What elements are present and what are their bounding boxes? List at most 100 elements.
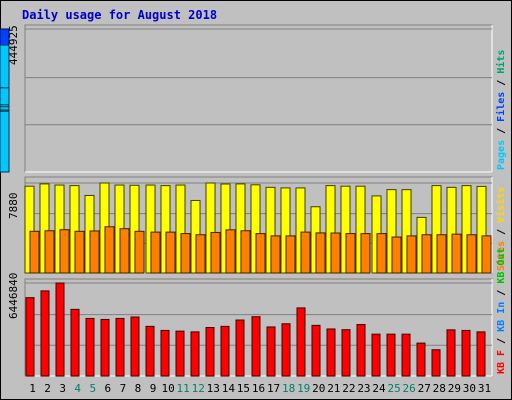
bar-kb-f-day-28 (431, 349, 441, 377)
x-tick-label: 10 (161, 382, 174, 395)
x-tick-label: 6 (105, 382, 112, 395)
bar-sites-day-4 (74, 230, 85, 274)
x-tick-label: 1 (29, 382, 36, 395)
legend-item: / (496, 74, 507, 92)
bar-kb-f-day-17 (266, 326, 276, 377)
bar-sites-day-15 (240, 230, 251, 274)
bar-sites-day-17 (270, 235, 281, 274)
ymax-label: 444925 (7, 25, 20, 65)
x-tick-label: 12 (192, 382, 205, 395)
bar-kb-f-day-20 (311, 324, 321, 377)
chart-panels: 444925 Pages / Files / Hits 7880 Sites / Vi… (0, 24, 507, 377)
bar-sites-day-19 (300, 231, 311, 274)
bar-kb-f-day-13 (205, 327, 215, 377)
bar-kb-f-day-19 (296, 307, 306, 377)
bar-kb-f-day-3 (55, 282, 65, 377)
bar-kb-f-day-5 (85, 317, 95, 377)
bar-sites-day-26 (406, 235, 417, 274)
bar-kb-f-day-6 (100, 318, 110, 377)
bar-sites-day-11 (180, 233, 191, 274)
legend-item: Files (495, 92, 507, 122)
bar-sites-day-29 (451, 233, 462, 274)
legend-item: Visits (495, 187, 507, 223)
bar-kb-f-day-22 (341, 329, 351, 377)
x-tick-label: 14 (222, 382, 236, 395)
x-tick-label: 24 (372, 382, 386, 395)
panel-kb: 6446840 KB F / KB In / KB Out (7, 248, 507, 377)
bar-kb-f-day-24 (371, 333, 381, 377)
x-tick-label: 18 (282, 382, 295, 395)
bar-sites-day-13 (210, 231, 221, 274)
legend-visits-sites: Sites / Visits (495, 187, 507, 271)
bar-kb-f-day-15 (235, 319, 245, 377)
bar-sites-day-18 (285, 235, 296, 274)
bar-kb-f-day-14 (220, 325, 230, 377)
bar-sites-day-22 (345, 233, 356, 274)
panel-visits-sites: 7880 Sites / Visits (7, 176, 507, 274)
x-tick-label: 16 (252, 382, 265, 395)
bar-kb-f-day-26 (401, 333, 411, 377)
legend-item: Sites (495, 241, 507, 271)
bar-kb-f-day-1 (25, 297, 35, 377)
bar-kb-f-day-9 (145, 325, 155, 377)
ymax-label: 6446840 (7, 273, 20, 319)
bar-sites-day-3 (59, 229, 70, 274)
legend-item: Pages (496, 140, 507, 170)
bar-sites-day-9 (150, 231, 161, 274)
panel-hits-files-pages: 444925 Pages / Files / Hits (0, 24, 507, 173)
legend-item: KB Out (496, 248, 507, 284)
x-tick-label: 29 (448, 382, 461, 395)
legend-item: / (496, 332, 507, 350)
bar-kb-f-day-18 (281, 323, 291, 377)
bar-sites-day-8 (134, 230, 145, 274)
bar-sites-day-2 (44, 230, 55, 274)
legend-item: / (496, 284, 507, 302)
bar-kb-f-day-4 (70, 308, 80, 377)
legend-item: / (496, 223, 507, 241)
bar-sites-day-12 (195, 234, 206, 274)
ymax-label: 7880 (7, 193, 20, 220)
x-tick-label: 7 (120, 382, 127, 395)
bar-sites-day-27 (421, 234, 432, 274)
x-tick-label: 27 (418, 382, 431, 395)
x-tick-label: 30 (463, 382, 476, 395)
bar-sites-day-14 (225, 229, 236, 274)
x-tick-label: 15 (237, 382, 250, 395)
bar-sites-day-16 (255, 233, 266, 274)
legend-item: KB In (496, 302, 507, 332)
bar-sites-day-20 (315, 232, 326, 274)
bar-sites-day-10 (165, 231, 176, 274)
x-tick-label: 13 (207, 382, 220, 395)
chart-title: Daily usage for August 2018 (22, 8, 217, 22)
x-tick-label: 11 (177, 382, 190, 395)
x-tick-label: 19 (297, 382, 310, 395)
x-tick-label: 31 (478, 382, 491, 395)
bar-kb-f-day-8 (130, 316, 140, 377)
x-tick-label: 26 (403, 382, 416, 395)
x-tick-label: 3 (59, 382, 66, 395)
bar-kb-f-day-21 (326, 328, 336, 377)
bar-kb-f-day-23 (356, 324, 366, 377)
bar-kb-f-day-31 (476, 331, 486, 377)
bar-kb-f-day-2 (40, 290, 50, 377)
bar-sites-day-30 (466, 234, 477, 274)
x-tick-label: 21 (327, 382, 340, 395)
legend-kb: KB F / KB In / KB Out (496, 248, 507, 374)
bar-sites-day-1 (29, 230, 40, 274)
bar-sites-day-25 (391, 236, 402, 274)
x-tick-label: 8 (135, 382, 142, 395)
panel-background (24, 24, 493, 173)
bar-sites-day-31 (481, 235, 492, 274)
legend-hits-files-pages: Pages / Files / Hits (495, 50, 507, 170)
bar-sites-day-21 (330, 232, 341, 274)
bar-kb-f-day-29 (446, 329, 456, 377)
bar-kb-f-day-16 (251, 316, 261, 377)
x-axis-ticks: 1 2 3 4 5 6 7 8 9 10 11 12 13 14 15 16 17 18 19 20 21 22 23 24 2… (29, 382, 491, 395)
bar-kb-f-day-7 (115, 317, 125, 377)
x-tick-label: 17 (267, 382, 280, 395)
x-tick-label: 4 (74, 382, 81, 395)
bar-sites-day-7 (119, 228, 130, 274)
x-tick-label: 22 (342, 382, 355, 395)
bar-kb-f-day-25 (386, 333, 396, 377)
bar-pages-day-31 (0, 110, 10, 173)
